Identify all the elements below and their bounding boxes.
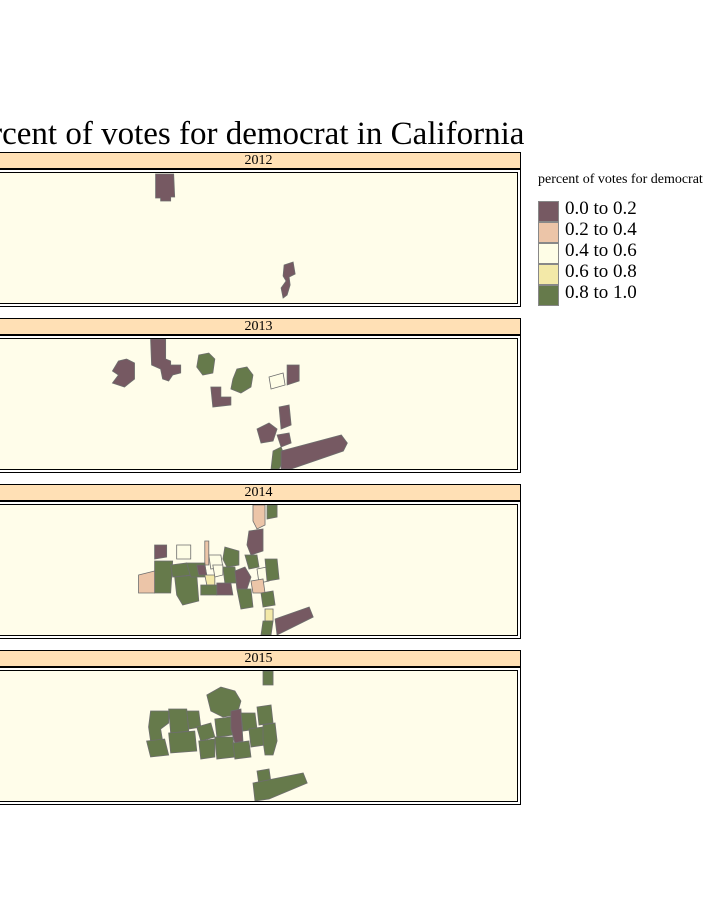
legend-swatch — [538, 264, 559, 285]
panel-map-frame — [0, 501, 521, 639]
district-shape — [174, 574, 200, 606]
district-shape — [276, 432, 292, 448]
legend-label: 0.2 to 0.4 — [565, 219, 637, 240]
district-shape — [154, 560, 174, 594]
district-shape — [111, 358, 135, 388]
panel-map-frame — [0, 169, 521, 307]
map-area — [0, 504, 518, 636]
district-shape — [280, 434, 348, 469]
district-shape — [150, 339, 182, 382]
district-shape — [216, 582, 234, 596]
district-shape — [248, 726, 266, 748]
panel-map-frame — [0, 335, 521, 473]
legend-label: 0.8 to 1.0 — [565, 282, 637, 303]
panel-strip-label: 2012 — [0, 152, 521, 169]
district-shape — [146, 738, 170, 758]
district-shape — [264, 608, 274, 622]
district-shape — [154, 544, 168, 560]
district-shape — [266, 505, 278, 520]
district-shape — [200, 584, 218, 596]
map-area — [0, 670, 518, 802]
map-2015 — [146, 671, 308, 801]
district-shape — [168, 708, 190, 734]
district-shape — [214, 736, 236, 760]
legend-swatch — [538, 243, 559, 264]
map-2013 — [111, 339, 348, 469]
district-shape — [230, 366, 254, 394]
map-title: percent of votes for democrat in Califor… — [0, 116, 525, 152]
district-shape — [252, 772, 308, 801]
panel-strip-label: 2013 — [0, 318, 521, 335]
legend-swatch — [538, 201, 559, 222]
district-shape — [286, 364, 300, 386]
district-shape — [176, 544, 192, 560]
map-area — [0, 172, 518, 304]
district-shape — [260, 590, 276, 608]
district-shape — [206, 686, 242, 718]
district-shape — [234, 566, 252, 590]
legend-label: 0.0 to 0.2 — [565, 198, 637, 219]
district-shape — [204, 540, 210, 566]
district-shape — [262, 671, 274, 686]
district-shape — [168, 730, 198, 754]
district-shape — [268, 372, 286, 390]
district-shape — [262, 722, 278, 756]
district-shape — [222, 566, 238, 584]
legend-label: 0.4 to 0.6 — [565, 240, 637, 261]
legend-title: percent of votes for democrat — [538, 172, 703, 187]
district-shape — [256, 704, 274, 726]
district-shape — [212, 564, 224, 578]
district-shape — [204, 574, 216, 586]
district-shape — [214, 716, 234, 738]
map-area — [0, 338, 518, 470]
district-shape — [232, 740, 252, 760]
district-shape — [138, 570, 155, 594]
district-shape — [198, 738, 216, 760]
district-shape — [274, 606, 314, 635]
map-2014 — [138, 505, 314, 635]
district-shape — [148, 710, 170, 742]
district-shape — [250, 578, 266, 594]
district-shape — [260, 620, 274, 635]
legend-swatch — [538, 222, 559, 243]
district-shape — [222, 546, 240, 568]
district-shape — [196, 352, 216, 376]
map-2012 — [155, 173, 296, 299]
panel-map-frame — [0, 667, 521, 805]
legend-swatch — [538, 285, 559, 306]
district-shape — [256, 422, 278, 444]
district-shape — [280, 261, 296, 299]
district-shape — [155, 173, 176, 202]
district-shape — [264, 558, 280, 582]
district-shape — [236, 588, 254, 610]
legend-label: 0.6 to 0.8 — [565, 261, 637, 282]
district-shape — [244, 554, 260, 570]
district-shape — [246, 528, 264, 556]
district-shape — [196, 564, 208, 576]
panel-strip-label: 2014 — [0, 484, 521, 501]
district-shape — [252, 505, 266, 530]
district-shape — [278, 404, 292, 430]
district-shape — [210, 386, 232, 408]
panel-strip-label: 2015 — [0, 650, 521, 667]
